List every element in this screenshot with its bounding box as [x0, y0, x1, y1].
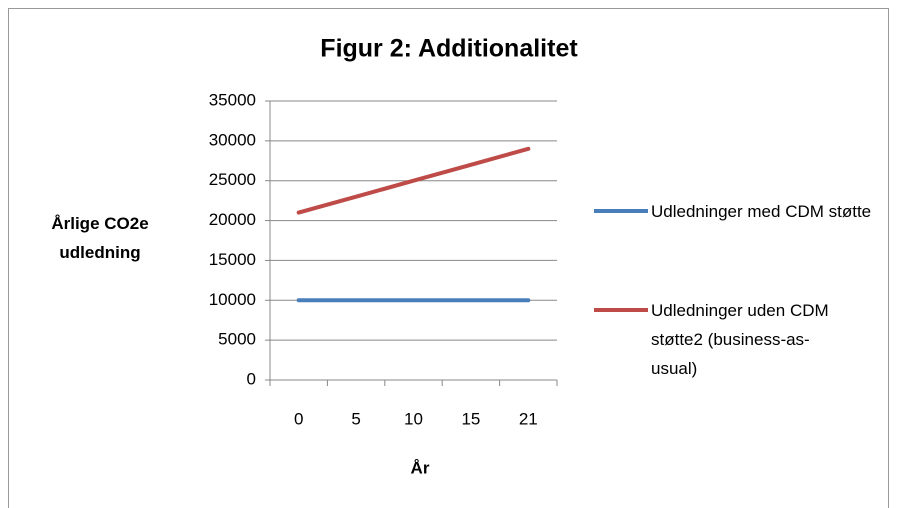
x-tick-label: 10 — [404, 409, 423, 428]
x-tick-label: 15 — [461, 409, 480, 428]
y-axis-label: Årlige CO2e udledning — [51, 214, 149, 262]
y-tick-label: 10000 — [209, 290, 256, 309]
y-tick-label: 30000 — [209, 130, 256, 149]
x-tick-label: 21 — [519, 409, 538, 428]
legend-label: Udledninger med CDM støtte — [651, 202, 872, 221]
y-tick-label: 0 — [247, 369, 256, 388]
chart-border — [8, 8, 889, 508]
series-line — [296, 146, 531, 215]
legend-label: Udledninger uden CDM støtte2 (business-a… — [651, 301, 829, 378]
y-tick-label: 15000 — [209, 250, 256, 269]
x-tick-label: 0 — [294, 409, 303, 428]
y-tick-label: 5000 — [218, 330, 256, 349]
y-tick-label: 35000 — [209, 90, 256, 109]
x-axis-label: År — [411, 458, 430, 477]
y-tick-label: 25000 — [209, 170, 256, 189]
x-tick-label: 5 — [351, 409, 360, 428]
y-tick-label: 20000 — [209, 210, 256, 229]
chart-title: Figur 2: Additionalitet — [320, 35, 578, 63]
